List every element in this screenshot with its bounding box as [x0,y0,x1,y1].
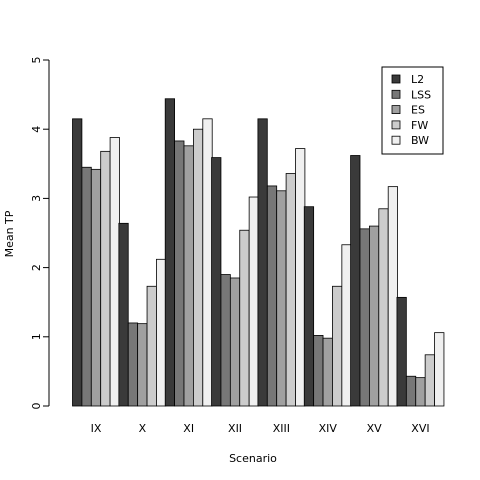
bar-fw-xiv [332,285,343,407]
bar-l2-xiii [257,118,268,407]
bar-bw-x [156,258,167,407]
y-tick-label: 1 [30,333,43,340]
bar-l2-xiv [303,206,315,407]
bar-fw-ix [100,150,111,407]
bar-fw-xii [239,229,250,407]
bar-lss-xvi [405,375,417,407]
x-axis-label: Scenario [229,452,277,465]
bar-l2-xvi [396,296,407,407]
bar-es-x [137,323,148,407]
x-tick-label-xii: XII [228,422,242,435]
bar-l2-x [118,222,129,407]
legend-label-fw: FW [411,119,428,132]
bar-bw-xiv [341,244,352,407]
bar-es-ix [90,168,102,407]
bar-l2-xi [164,98,175,407]
bar-es-xiv [322,337,333,407]
x-tick-label-xiii: XIII [273,422,290,435]
y-tick-label: 2 [30,264,43,271]
legend-label-bw: BW [411,134,429,147]
legend-swatch-fw [391,120,401,130]
y-axis: 0 1 2 3 4 5 [30,57,50,410]
bar-bw-xi [202,118,213,407]
bar-fw-xvi [424,354,435,407]
bar-es-xv [368,225,380,407]
bar-lss-xiv [313,335,324,407]
bar-es-xvi [415,377,426,407]
bar-fw-xv [378,208,389,407]
x-axis: IX X XI XII XIII XIV XV XVI [91,422,430,435]
bar-l2-xii [211,157,222,407]
x-tick-label-xi: XI [183,422,194,435]
bars-layer [72,98,445,407]
bar-lss-xii [220,274,231,407]
bar-fw-x [146,285,157,407]
legend-swatch-lss [391,89,401,99]
y-tick-label: 5 [30,57,43,64]
y-tick-label: 0 [30,403,43,410]
bar-es-xi [183,145,194,407]
bar-lss-xi [174,140,185,407]
legend-swatch-l2 [391,74,401,84]
bar-lss-xv [359,228,370,407]
x-tick-label-x: X [139,422,147,435]
legend-label-lss: LSS [411,88,431,101]
bar-l2-xv [350,155,361,407]
bar-fw-xiii [285,173,296,407]
legend-swatch-bw [391,135,401,145]
bar-lss-ix [81,166,92,407]
y-tick-label: 3 [30,195,43,202]
bar-lss-x [127,322,139,407]
bar-lss-xiii [266,185,278,407]
bar-es-xiii [276,190,287,407]
legend-label-l2: L2 [411,73,424,86]
x-tick-label-xv: XV [367,422,383,435]
bar-bw-xii [248,196,259,407]
y-axis-label: Mean TP [3,210,16,257]
bar-bw-xv [387,186,399,407]
x-tick-label-xiv: XIV [319,422,338,435]
x-tick-label-xvi: XVI [411,422,429,435]
bar-bw-xiii [295,148,306,407]
y-tick-label: 4 [30,126,43,133]
x-tick-label-ix: IX [91,422,102,435]
bar-fw-xi [192,128,204,407]
bar-bw-xvi [434,332,445,407]
bar-l2-ix [72,118,83,407]
bar-bw-ix [109,137,120,407]
legend: L2 LSS ES FW BW [381,66,444,155]
bar-es-xii [229,277,241,407]
legend-label-es: ES [411,104,425,117]
legend-swatch-es [391,105,401,114]
